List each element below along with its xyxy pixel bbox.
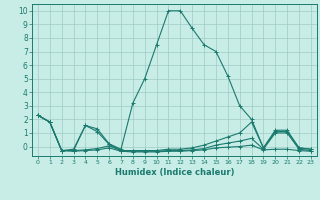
X-axis label: Humidex (Indice chaleur): Humidex (Indice chaleur) bbox=[115, 168, 234, 177]
